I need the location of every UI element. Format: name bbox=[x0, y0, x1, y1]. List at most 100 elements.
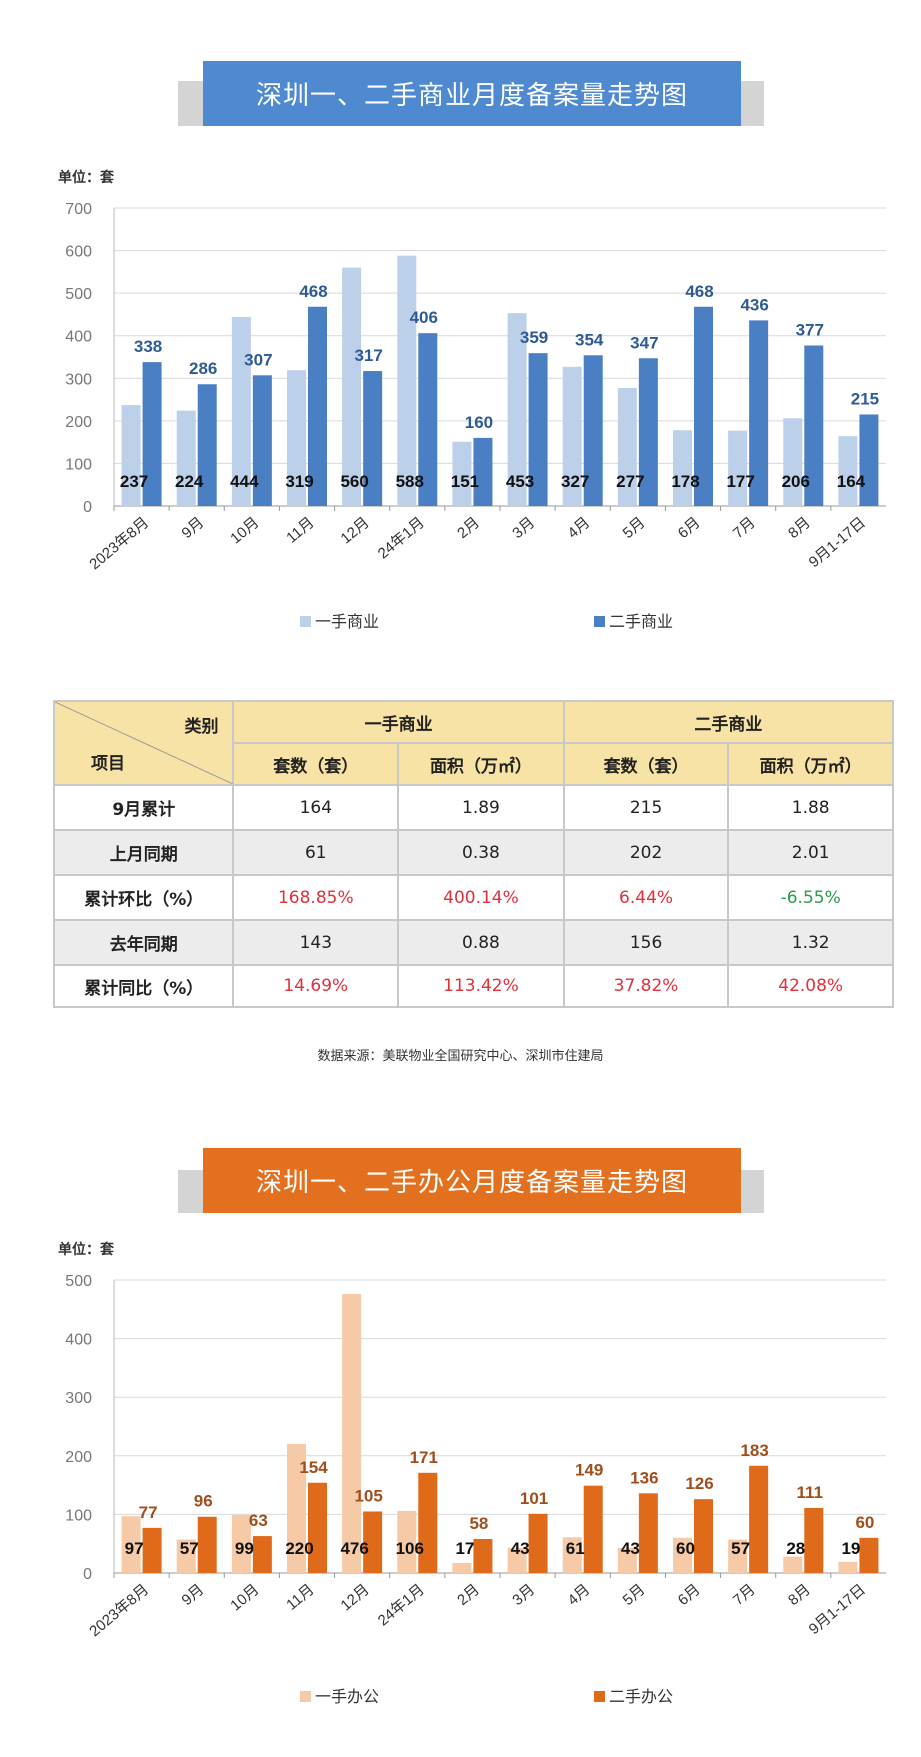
y-tick-label: 500 bbox=[65, 1273, 92, 1290]
data-label: 57 bbox=[180, 1539, 199, 1558]
bar-一手商业 bbox=[728, 430, 748, 506]
bar-二手商业 bbox=[418, 333, 438, 506]
y-tick-label: 300 bbox=[65, 1390, 92, 1407]
data-label: 77 bbox=[139, 1503, 158, 1522]
x-tick-label: 6月 bbox=[675, 1581, 704, 1609]
data-label: 468 bbox=[299, 282, 327, 301]
cell: 164 bbox=[232, 784, 400, 831]
data-label: 177 bbox=[726, 472, 754, 491]
x-tick-label: 10月 bbox=[227, 514, 262, 547]
data-label: 105 bbox=[354, 1486, 382, 1505]
data-source: 数据来源：美联物业全国研究中心、深圳市住建局 bbox=[317, 1049, 604, 1064]
row-label: 9月累计 bbox=[52, 784, 235, 831]
bar-二手办公 bbox=[197, 1516, 217, 1573]
bar-一手办公 bbox=[176, 1539, 196, 1573]
x-tick-label: 4月 bbox=[564, 1581, 593, 1609]
bar-一手办公 bbox=[562, 1537, 582, 1573]
y-tick-label: 400 bbox=[65, 329, 92, 346]
data-label: 286 bbox=[189, 359, 217, 378]
x-tick-label: 2023年8月 bbox=[86, 514, 152, 573]
y-tick-label: 100 bbox=[65, 456, 92, 473]
bar-二手商业 bbox=[859, 414, 879, 506]
data-label: 359 bbox=[520, 328, 548, 347]
data-label: 160 bbox=[465, 413, 493, 432]
data-label: 126 bbox=[685, 1474, 713, 1493]
cell: 168.85% bbox=[232, 874, 400, 921]
legend-label: 二手商业 bbox=[609, 613, 673, 631]
x-tick-label: 7月 bbox=[730, 514, 759, 542]
x-tick-label: 8月 bbox=[785, 514, 814, 542]
data-label: 588 bbox=[396, 472, 424, 491]
data-label: 347 bbox=[630, 333, 658, 352]
subheader: 面积（万㎡） bbox=[397, 742, 565, 786]
cell: 6.44% bbox=[562, 874, 730, 921]
x-tick-label: 7月 bbox=[730, 1581, 759, 1609]
bar-一手商业 bbox=[507, 313, 527, 506]
data-label: 468 bbox=[685, 282, 713, 301]
data-label: 99 bbox=[235, 1539, 254, 1558]
data-label: 19 bbox=[841, 1539, 860, 1558]
bar-一手办公 bbox=[121, 1516, 141, 1573]
cell: 0.88 bbox=[397, 919, 565, 966]
bar-一手商业 bbox=[783, 418, 803, 506]
row-label: 去年同期 bbox=[52, 919, 235, 966]
bar-一手办公 bbox=[728, 1539, 748, 1573]
cell: 143 bbox=[232, 919, 400, 966]
data-label: 377 bbox=[796, 321, 824, 340]
bar-一手办公 bbox=[287, 1444, 306, 1573]
data-label: 164 bbox=[837, 472, 866, 491]
row-label: 累计同比（%） bbox=[52, 964, 235, 1008]
data-label: 220 bbox=[285, 1539, 313, 1558]
x-tick-label: 9月1-17日 bbox=[806, 1581, 869, 1638]
cell: 215 bbox=[562, 784, 730, 831]
bar-二手商业 bbox=[252, 375, 272, 506]
bar-二手办公 bbox=[749, 1465, 769, 1573]
chart1-unit-label: 单位：套 bbox=[58, 170, 114, 186]
data-label: 17 bbox=[455, 1539, 474, 1558]
chart1-title: 深圳一、二手商业月度备案量走势图 bbox=[203, 61, 741, 126]
data-label: 151 bbox=[451, 472, 479, 491]
row-label: 上月同期 bbox=[52, 829, 235, 876]
table-row: 去年同期 143 0.88 156 1.32 bbox=[52, 919, 894, 966]
bar-一手商业 bbox=[617, 388, 637, 506]
bar-一手商业 bbox=[287, 370, 306, 506]
bar-一手商业 bbox=[838, 436, 858, 506]
table-row: 累计环比（%） 168.85% 400.14% 6.44% -6.55% bbox=[52, 874, 894, 921]
legend-label: 二手办公 bbox=[609, 1688, 673, 1706]
subheader: 套数（套） bbox=[232, 742, 400, 786]
bar-二手办公 bbox=[252, 1536, 272, 1573]
data-label: 327 bbox=[561, 472, 589, 491]
bar-二手商业 bbox=[363, 371, 383, 506]
legend-swatch bbox=[300, 616, 311, 627]
x-tick-label: 11月 bbox=[283, 514, 317, 547]
bar-一手商业 bbox=[397, 255, 417, 506]
data-label: 206 bbox=[782, 472, 810, 491]
y-tick-label: 0 bbox=[83, 499, 92, 516]
x-tick-label: 11月 bbox=[283, 1581, 317, 1614]
y-tick-label: 200 bbox=[65, 414, 92, 431]
x-tick-label: 9月 bbox=[178, 1581, 207, 1609]
table-row: 上月同期 61 0.38 202 2.01 bbox=[52, 829, 894, 876]
data-label: 338 bbox=[134, 337, 162, 356]
data-label: 63 bbox=[249, 1511, 268, 1530]
y-tick-label: 300 bbox=[65, 371, 92, 388]
bar-一手办公 bbox=[673, 1537, 692, 1573]
data-label: 101 bbox=[520, 1489, 548, 1508]
cell: 1.32 bbox=[727, 919, 894, 966]
x-tick-label: 9月1-17日 bbox=[806, 514, 869, 571]
bar-一手办公 bbox=[397, 1510, 417, 1573]
data-label: 444 bbox=[230, 472, 259, 491]
bar-二手商业 bbox=[142, 362, 162, 506]
data-label: 560 bbox=[340, 472, 368, 491]
bar-二手办公 bbox=[363, 1511, 383, 1573]
y-tick-label: 500 bbox=[65, 286, 92, 303]
bar-二手商业 bbox=[694, 306, 713, 506]
legend-swatch bbox=[594, 616, 605, 627]
cell: 1.89 bbox=[397, 784, 565, 831]
x-tick-label: 24年1月 bbox=[375, 514, 428, 562]
data-label: 354 bbox=[575, 330, 604, 349]
group-header: 一手商业 bbox=[232, 700, 565, 744]
cell: 113.42% bbox=[397, 964, 565, 1008]
data-label: 237 bbox=[120, 472, 148, 491]
legend-swatch bbox=[594, 1691, 605, 1702]
